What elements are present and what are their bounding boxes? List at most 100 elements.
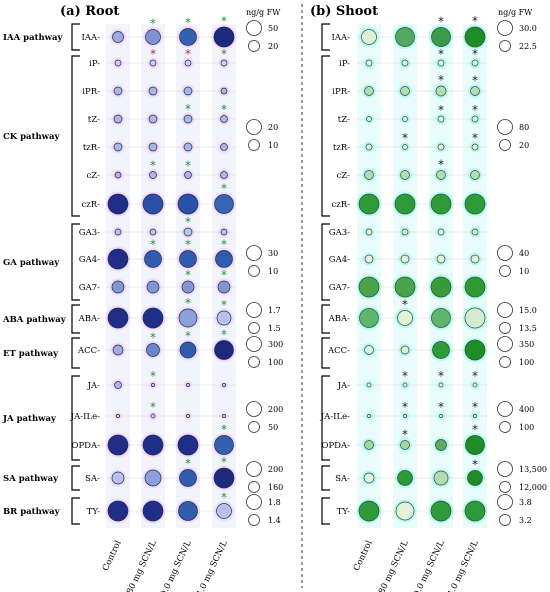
shoot-group-bracket — [321, 465, 330, 491]
root-bubble — [179, 469, 197, 487]
root-significance-star: * — [221, 491, 227, 505]
shoot-legend-value-small: 12,000 — [519, 483, 547, 492]
root-bubble — [107, 500, 129, 522]
root-significance-star: * — [150, 159, 156, 173]
root-bubble — [142, 193, 164, 215]
shoot-bubble — [402, 116, 408, 122]
shoot-group-bracket — [321, 55, 330, 217]
root-legend-value-large: 30 — [268, 249, 278, 258]
root-significance-star: * — [185, 215, 191, 229]
shoot-legend-value-small: 22.5 — [519, 42, 537, 51]
root-pathway-label: CK pathway — [3, 132, 60, 142]
root-legend-value-large: 200 — [268, 465, 283, 474]
root-pathway-label: IAA pathway — [3, 33, 64, 43]
root-significance-star: * — [221, 47, 227, 61]
shoot-group-bracket — [321, 375, 330, 461]
root-legend-bubble-large — [246, 461, 262, 477]
root-row-label: ABA- — [78, 314, 101, 324]
shoot-significance-star: * — [438, 15, 444, 29]
root-legend-bubble-small — [248, 356, 260, 368]
shoot-legend-bubble-large — [497, 245, 513, 261]
root-bubble — [150, 413, 156, 419]
shoot-bubble — [435, 85, 447, 97]
root-significance-star: * — [221, 238, 227, 252]
root-bubble — [113, 86, 123, 96]
root-row-label: cZ- — [86, 171, 100, 181]
root-significance-star: * — [185, 457, 191, 471]
shoot-bubble — [438, 382, 444, 388]
shoot-bubble — [467, 470, 483, 486]
root-row-label: czR- — [81, 200, 100, 210]
shoot-bubble — [470, 170, 480, 180]
shoot-row-label: OPDA- — [321, 441, 350, 451]
shoot-bubble — [359, 308, 379, 328]
shoot-bubble — [471, 115, 479, 123]
shoot-significance-star: * — [438, 369, 444, 383]
root-group-bracket — [71, 375, 80, 461]
shoot-panel-title: (b) Shoot — [310, 4, 378, 19]
root-bubble — [148, 114, 158, 124]
shoot-legend-bubble-small — [499, 265, 511, 277]
root-significance-star: * — [150, 47, 156, 61]
root-legend-value-small: 10 — [268, 141, 278, 150]
root-row-label: JA- — [87, 381, 101, 391]
shoot-bubble — [366, 116, 372, 122]
shoot-bubble — [437, 59, 445, 67]
root-legend-bubble-small — [248, 481, 260, 493]
root-legend-bubble-large — [246, 401, 262, 417]
root-significance-star: * — [221, 14, 227, 28]
root-row-label: GA7- — [79, 283, 100, 293]
shoot-bubble — [367, 414, 371, 418]
shoot-legend-bubble-small — [499, 481, 511, 493]
shoot-legend-bubble-large — [497, 119, 513, 135]
root-legend-value-small: 10 — [268, 267, 278, 276]
root-significance-star: * — [221, 103, 227, 117]
shoot-bubble — [433, 470, 449, 486]
shoot-bubble — [439, 414, 443, 418]
root-bubble — [113, 142, 123, 152]
root-row-label: JA-ILe- — [70, 412, 100, 422]
root-bubble — [213, 26, 235, 48]
root-bubble — [220, 115, 228, 123]
shoot-bubble — [432, 341, 450, 359]
shoot-bubble — [400, 170, 410, 180]
shoot-significance-star: * — [472, 103, 478, 117]
shoot-row-label: IAA- — [331, 33, 350, 43]
root-legend-bubble-small — [248, 40, 260, 52]
root-row-label: GA4- — [79, 255, 100, 265]
shoot-bubble — [470, 254, 480, 264]
shoot-bubble — [431, 308, 451, 328]
root-group-bracket — [71, 465, 80, 491]
shoot-bubble — [402, 144, 408, 150]
shoot-bubble — [471, 228, 479, 236]
shoot-row-label: SA- — [335, 474, 350, 484]
root-significance-star: * — [185, 238, 191, 252]
shoot-significance-star: * — [472, 458, 478, 472]
root-bubble — [114, 228, 122, 236]
shoot-bubble — [464, 193, 486, 215]
root-legend-value-small: 100 — [268, 358, 283, 367]
shoot-legend-value-small: 100 — [519, 358, 534, 367]
shoot-x-tick-label: 4.80 mg SCN/L — [374, 539, 411, 592]
shoot-legend-bubble-large — [497, 302, 513, 318]
shoot-bubble — [400, 254, 410, 264]
shoot-bubble — [395, 501, 415, 521]
shoot-x-tick-label: 20.0 mg SCN/L — [410, 539, 447, 592]
shoot-significance-star: * — [402, 428, 408, 442]
shoot-row-label: ABA- — [328, 314, 351, 324]
root-bubble — [184, 171, 192, 179]
root-bubble — [177, 193, 199, 215]
root-significance-star: * — [150, 369, 156, 383]
shoot-bubble — [470, 86, 480, 96]
shoot-legend-value-large: 400 — [519, 405, 534, 414]
root-bubble — [186, 383, 190, 387]
root-bubble — [215, 250, 233, 268]
shoot-bubble — [365, 143, 373, 151]
shoot-significance-star: * — [438, 73, 444, 87]
shoot-row-label: GA3- — [329, 228, 350, 238]
root-row-label: GA3- — [79, 228, 100, 238]
root-group-bracket — [71, 223, 80, 301]
root-x-tick-label: Control — [101, 539, 124, 573]
shoot-bubble — [436, 254, 446, 264]
shoot-row-label: GA4- — [329, 255, 350, 265]
